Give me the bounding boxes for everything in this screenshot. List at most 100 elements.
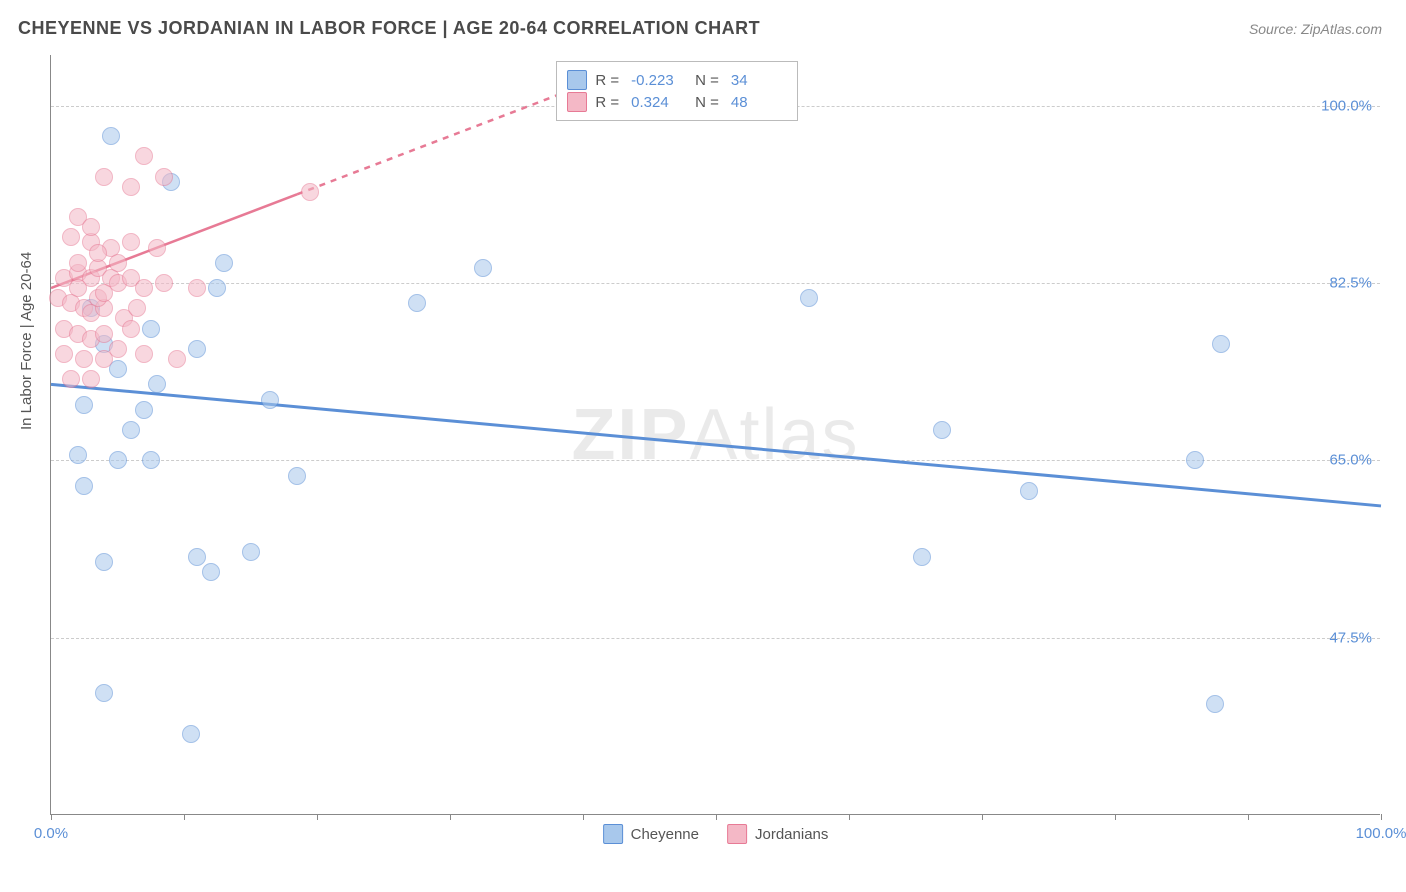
data-point xyxy=(135,401,153,419)
gridline xyxy=(51,283,1380,284)
data-point xyxy=(95,168,113,186)
y-tick-label: 82.5% xyxy=(1329,275,1372,292)
legend-swatch xyxy=(567,92,587,112)
data-point xyxy=(135,279,153,297)
data-point xyxy=(242,543,260,561)
y-tick-label: 65.0% xyxy=(1329,452,1372,469)
data-point xyxy=(69,279,87,297)
data-point xyxy=(75,350,93,368)
y-tick-label: 100.0% xyxy=(1321,97,1372,114)
data-point xyxy=(301,183,319,201)
data-point xyxy=(913,548,931,566)
x-tick-label: 100.0% xyxy=(1356,825,1406,842)
data-point xyxy=(261,391,279,409)
legend-series-name: Jordanians xyxy=(755,826,828,843)
x-tick xyxy=(716,814,717,820)
data-point xyxy=(142,320,160,338)
x-tick xyxy=(982,814,983,820)
data-point xyxy=(62,370,80,388)
legend-swatch xyxy=(603,824,623,844)
legend-series-name: Cheyenne xyxy=(631,826,699,843)
x-tick xyxy=(1381,814,1382,820)
x-tick xyxy=(1115,814,1116,820)
data-point xyxy=(69,254,87,272)
correlation-legend: R = -0.223 N = 34 R = 0.324 N = 48 xyxy=(556,61,798,121)
x-tick xyxy=(184,814,185,820)
legend-r-value: -0.223 xyxy=(631,72,687,89)
data-point xyxy=(95,553,113,571)
legend-r-label: R = xyxy=(595,72,619,89)
data-point xyxy=(95,325,113,343)
legend-n-label: N = xyxy=(695,94,719,111)
series-legend: Cheyenne Jordanians xyxy=(603,824,829,844)
legend-r-label: R = xyxy=(595,94,619,111)
y-axis-label: In Labor Force | Age 20-64 xyxy=(18,252,35,430)
x-tick xyxy=(51,814,52,820)
data-point xyxy=(208,279,226,297)
data-point xyxy=(102,127,120,145)
gridline xyxy=(51,460,1380,461)
legend-n-value: 48 xyxy=(731,94,787,111)
watermark: ZIPAtlas xyxy=(571,394,859,476)
legend-row: R = 0.324 N = 48 xyxy=(567,92,787,112)
data-point xyxy=(148,239,166,257)
data-point xyxy=(933,421,951,439)
y-tick-label: 47.5% xyxy=(1329,629,1372,646)
data-point xyxy=(288,467,306,485)
data-point xyxy=(155,168,173,186)
data-point xyxy=(75,396,93,414)
data-point xyxy=(122,320,140,338)
data-point xyxy=(408,294,426,312)
x-tick xyxy=(450,814,451,820)
data-point xyxy=(142,451,160,469)
x-tick-label: 0.0% xyxy=(34,825,68,842)
x-tick xyxy=(317,814,318,820)
page-title: CHEYENNE VS JORDANIAN IN LABOR FORCE | A… xyxy=(18,18,760,39)
gridline xyxy=(51,638,1380,639)
data-point xyxy=(82,218,100,236)
data-point xyxy=(188,279,206,297)
data-point xyxy=(122,233,140,251)
legend-n-value: 34 xyxy=(731,72,787,89)
data-point xyxy=(75,477,93,495)
legend-row: R = -0.223 N = 34 xyxy=(567,70,787,90)
legend-r-value: 0.324 xyxy=(631,94,687,111)
data-point xyxy=(1206,695,1224,713)
data-point xyxy=(109,254,127,272)
data-point xyxy=(215,254,233,272)
data-point xyxy=(95,284,113,302)
data-point xyxy=(62,228,80,246)
legend-swatch xyxy=(727,824,747,844)
data-point xyxy=(95,684,113,702)
legend-n-label: N = xyxy=(695,72,719,89)
data-point xyxy=(474,259,492,277)
data-point xyxy=(89,244,107,262)
data-point xyxy=(128,299,146,317)
data-point xyxy=(182,725,200,743)
legend-item: Jordanians xyxy=(727,824,828,844)
source-label: Source: ZipAtlas.com xyxy=(1249,21,1382,37)
data-point xyxy=(168,350,186,368)
data-point xyxy=(122,421,140,439)
trendlines xyxy=(51,55,1381,815)
data-point xyxy=(800,289,818,307)
data-point xyxy=(202,563,220,581)
data-point xyxy=(109,451,127,469)
x-tick xyxy=(583,814,584,820)
x-tick xyxy=(1248,814,1249,820)
data-point xyxy=(69,446,87,464)
x-tick xyxy=(849,814,850,820)
data-point xyxy=(188,340,206,358)
data-point xyxy=(122,178,140,196)
data-point xyxy=(82,370,100,388)
data-point xyxy=(135,147,153,165)
legend-swatch xyxy=(567,70,587,90)
legend-item: Cheyenne xyxy=(603,824,699,844)
data-point xyxy=(1020,482,1038,500)
data-point xyxy=(1212,335,1230,353)
correlation-chart: ZIPAtlas 47.5%65.0%82.5%100.0%0.0%100.0%… xyxy=(50,55,1380,815)
data-point xyxy=(188,548,206,566)
data-point xyxy=(135,345,153,363)
data-point xyxy=(148,375,166,393)
data-point xyxy=(155,274,173,292)
